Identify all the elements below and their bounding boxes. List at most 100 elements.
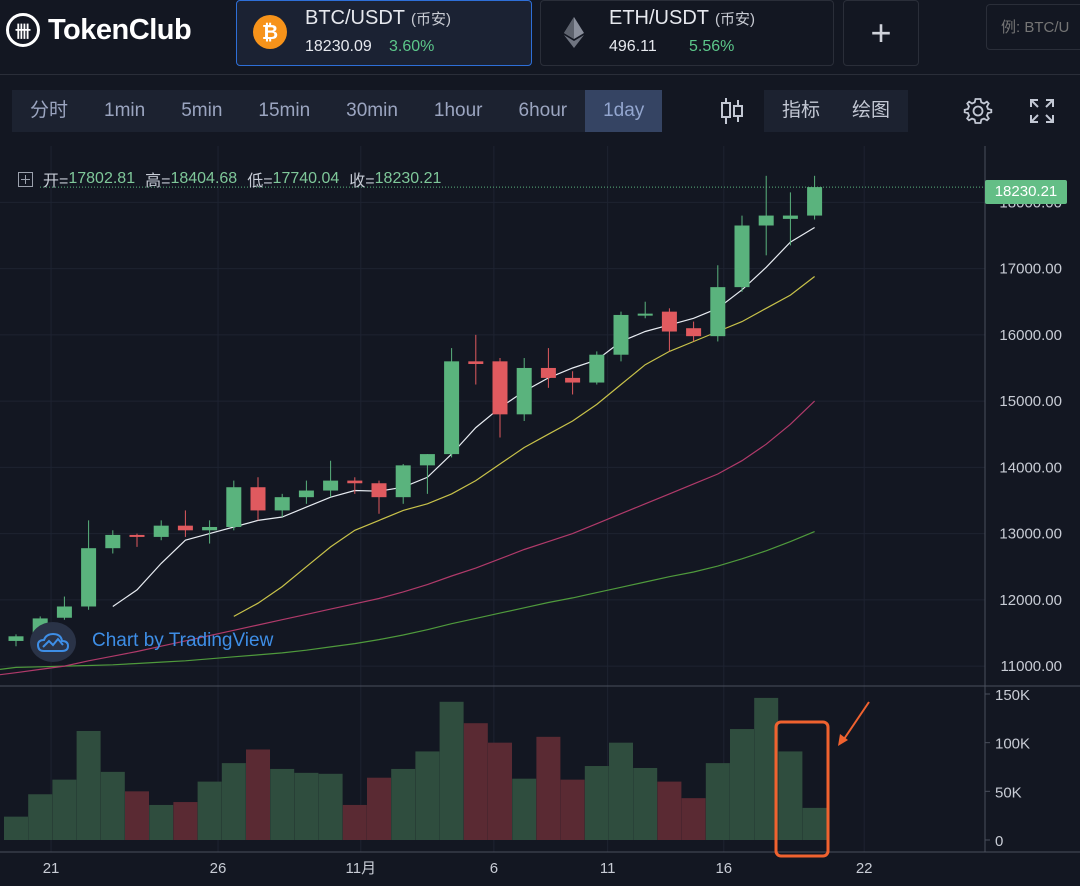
volume-bar [463, 723, 488, 840]
volume-bar [754, 697, 779, 840]
timeframe-bar: 分时 1min 5min 15min 30min 1hour 6hour 1da… [12, 90, 663, 132]
candle-body [565, 377, 581, 383]
tab-timeframe-15min[interactable]: 15min [240, 90, 329, 132]
tab-timeframe-1min[interactable]: 1min [86, 90, 164, 132]
volume-bar [633, 767, 658, 840]
volume-bar [125, 791, 149, 840]
volume-bar [730, 729, 754, 840]
volume-bar [536, 736, 561, 840]
candle-body [177, 525, 193, 531]
volume-bar [802, 807, 827, 840]
candle-body [758, 215, 774, 226]
ethereum-icon [564, 17, 584, 48]
candle-body [637, 313, 653, 316]
tokenclub-logo[interactable]: 卌 TokenClub [6, 10, 192, 50]
candle-body [444, 361, 460, 455]
pair-tab-eth-usdt[interactable]: ETH/USDT (币安) 496.11 5.56% [540, 0, 834, 66]
price-tick-label: 16000.00 [999, 327, 1062, 344]
ohlc-open: 17802.81 [68, 170, 136, 187]
candle-body [395, 465, 411, 498]
highlight-box [774, 720, 830, 858]
time-tick-label: 11 [600, 860, 616, 877]
time-tick-label: 11月 [346, 860, 377, 877]
candle-body [226, 487, 242, 527]
pair-name: ETH/USDT (币安) [609, 7, 755, 29]
indicators-button[interactable]: 指标 [764, 90, 839, 132]
candle-body [468, 361, 484, 364]
settings-button[interactable] [958, 92, 998, 130]
volume-bar [609, 742, 633, 840]
ma10-line [233, 276, 815, 617]
candle-body [492, 361, 508, 415]
volume-bar [681, 798, 706, 840]
candle-body [323, 480, 339, 491]
candle-body [81, 548, 97, 607]
volume-bar [488, 742, 512, 840]
tab-timeframe-5min[interactable]: 5min [163, 90, 241, 132]
candle-body [782, 215, 798, 219]
candle-body [347, 480, 363, 484]
tab-timeframe-30min[interactable]: 30min [328, 90, 416, 132]
candle-body [250, 487, 266, 511]
volume-bar [76, 730, 101, 840]
ohlc-high: 18404.68 [170, 170, 238, 187]
price-tick-label: 15000.00 [999, 393, 1062, 410]
candle-body [129, 534, 145, 537]
candle-body [710, 287, 726, 337]
volume-bar [584, 766, 609, 840]
tradingview-watermark[interactable]: Chart by TradingView [92, 630, 274, 651]
price-tick-label: 12000.00 [999, 592, 1062, 609]
tokenclub-logo-icon: 卌 [6, 13, 40, 47]
tab-timeframe-1day[interactable]: 1day [585, 90, 663, 132]
volume-bar [391, 768, 416, 840]
add-pair-button[interactable]: + [843, 0, 919, 66]
candle-body [734, 225, 750, 288]
top-bar: 卌 TokenClub ₿ BTC/USDT (币安) 18230.09 3.60… [0, 0, 1080, 75]
candle-body [686, 328, 702, 337]
volume-bar [705, 763, 730, 840]
fullscreen-icon [1030, 99, 1054, 123]
ma60-line [0, 531, 815, 670]
volume-bar [318, 773, 343, 840]
ohlc-legend: 开= 17802.81 高= 18404.68 低= 17740.04 收= 18230… [18, 167, 451, 191]
tab-timeframe-fenshi[interactable]: 分时 [12, 90, 87, 132]
volume-tick-label: 150K [995, 687, 1030, 704]
volume-bar [246, 749, 270, 840]
candle-body [202, 526, 218, 531]
search-input[interactable] [986, 4, 1080, 50]
candle-body [613, 314, 629, 355]
tab-timeframe-6hour[interactable]: 6hour [500, 90, 586, 132]
pair-tab-btc-usdt[interactable]: ₿ BTC/USDT (币安) 18230.09 3.60% [236, 0, 532, 66]
pair-price: 18230.09 [305, 38, 372, 55]
tab-timeframe-1hour[interactable]: 1hour [415, 90, 501, 132]
candlestick-type-button[interactable] [712, 92, 752, 130]
fullscreen-button[interactable] [1022, 92, 1062, 130]
plus-icon: + [870, 12, 892, 53]
drawing-button[interactable]: 绘图 [834, 90, 909, 132]
pair-change: 3.60% [389, 38, 435, 55]
tradingview-logo[interactable] [30, 622, 76, 662]
volume-bar [52, 779, 77, 840]
volume-bar [415, 751, 440, 840]
tradingview-cloud-icon [36, 632, 70, 652]
volume-bar [657, 781, 682, 840]
candlestick-icon [721, 98, 743, 124]
candle-body [419, 454, 435, 466]
candle-body [807, 187, 823, 216]
candle-body [274, 497, 290, 511]
time-tick-label: 22 [856, 860, 873, 877]
volume-bar [4, 816, 28, 840]
candle-body [56, 606, 72, 618]
pair-name: BTC/USDT (币安) [305, 7, 451, 29]
price-tick-label: 11000.00 [1001, 658, 1062, 675]
svg-text:₿: ₿ [262, 22, 278, 44]
volume-bar [367, 777, 391, 840]
volume-tick-label: 0 [995, 833, 1003, 850]
time-tick-label: 26 [210, 860, 227, 877]
candle-body [105, 534, 121, 549]
volume-tick-label: 100K [995, 736, 1030, 753]
ma5-line [112, 226, 815, 607]
expand-legend-icon[interactable] [18, 171, 33, 187]
price-tick-label: 13000.00 [999, 526, 1062, 543]
